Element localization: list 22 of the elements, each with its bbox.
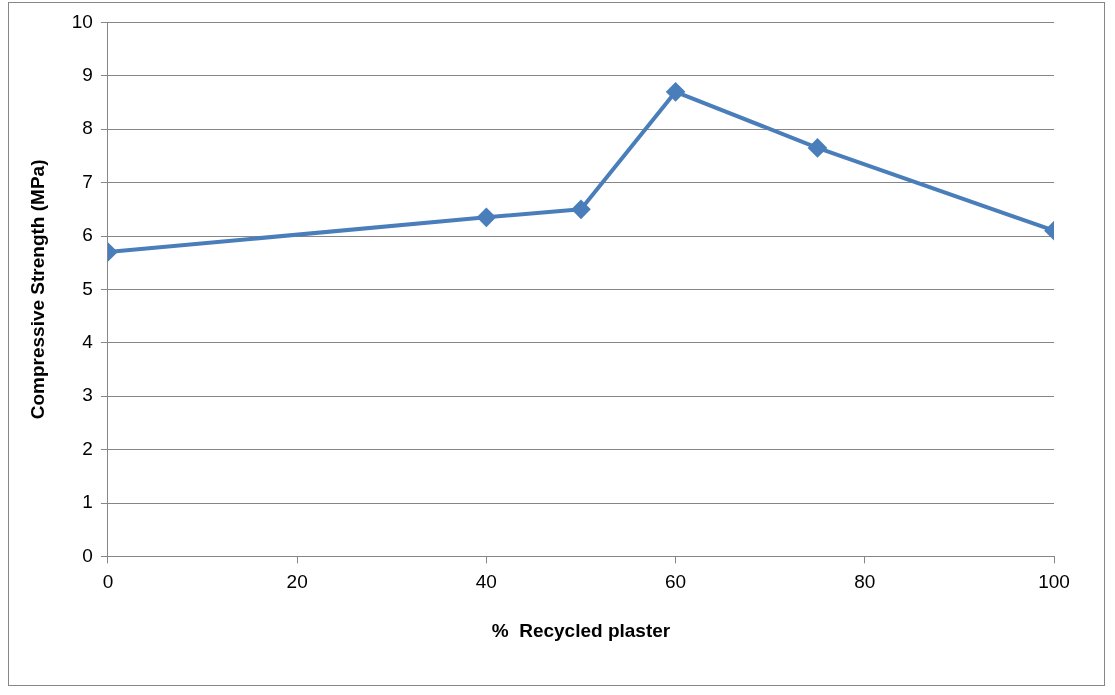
y-tick-label: 10 (71, 10, 93, 32)
x-tick-label: 0 (102, 571, 114, 593)
y-tick-label: 8 (82, 117, 93, 139)
y-tick-label: 6 (82, 224, 93, 246)
x-tick-label: 20 (286, 571, 308, 593)
x-tick-label: 40 (475, 571, 497, 593)
point (477, 208, 496, 227)
y-tick-label: 2 (82, 437, 93, 459)
y-tick-label: 3 (82, 384, 93, 406)
y-tick-label: 4 (82, 331, 94, 353)
point (666, 82, 685, 101)
y-tick-label: 1 (82, 491, 93, 513)
x-axis-title: % Recycled plaster (491, 619, 671, 641)
y-tick-label: 5 (82, 277, 93, 299)
y-tick-label: 0 (82, 544, 93, 566)
x-tick-label: 80 (854, 571, 876, 593)
y-tick-label: 9 (82, 64, 93, 86)
point (571, 200, 590, 219)
x-tick-label: 60 (665, 571, 687, 593)
y-axis-title: Compressive Strength (MPa) (26, 159, 48, 420)
x-tick-label: 100 (1038, 571, 1070, 593)
y-tick-label: 7 (82, 170, 93, 192)
